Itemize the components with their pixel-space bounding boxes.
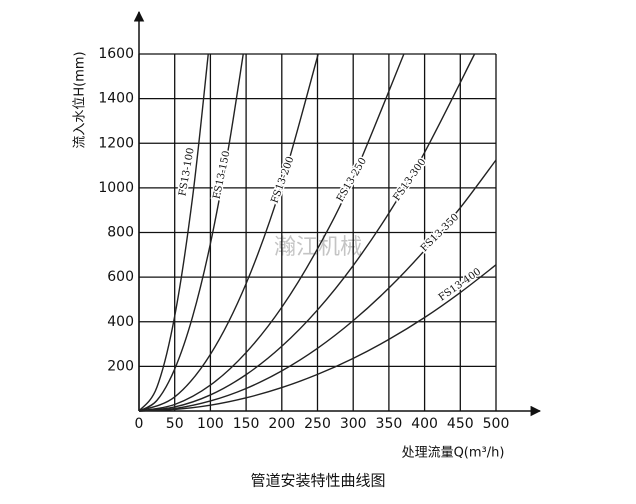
- x-tick-label: 500: [483, 416, 510, 432]
- curve-label: FS13-200: [269, 155, 296, 205]
- y-tick-label: 1400: [98, 91, 134, 107]
- x-tick-label: 50: [166, 416, 184, 432]
- y-axis-label: 流入水位H(mm): [73, 51, 88, 148]
- y-tick-label: 1200: [98, 135, 134, 151]
- curve: [138, 53, 319, 412]
- x-tick-label: 0: [135, 416, 144, 432]
- curve: [138, 53, 209, 412]
- y-tick-label: 600: [107, 269, 134, 285]
- x-tick-label: 450: [447, 416, 474, 432]
- x-tick-label: 100: [197, 416, 224, 432]
- curve: [138, 53, 244, 412]
- curve: [138, 264, 497, 412]
- x-tick-label: 200: [268, 416, 295, 432]
- y-tick-label: 1000: [98, 180, 134, 196]
- y-tick-label: 400: [107, 314, 134, 330]
- x-tick-label: 250: [304, 416, 331, 432]
- x-axis-label: 处理流量Q(m³/h): [402, 446, 505, 461]
- curve-label: FS13-250: [335, 156, 369, 204]
- y-tick-label: 800: [107, 225, 134, 241]
- curve: [138, 159, 497, 412]
- curve: [138, 53, 405, 412]
- x-tick-label: 350: [376, 416, 403, 432]
- x-tick-label: 150: [233, 416, 260, 432]
- curve-label: FS13-300: [391, 157, 428, 203]
- curve-label: FS13-150: [212, 150, 233, 200]
- y-tick-label: 200: [107, 358, 134, 374]
- x-tick-label: 300: [340, 416, 367, 432]
- chart-title: 管道安装特性曲线图: [250, 472, 385, 490]
- x-tick-label: 400: [411, 416, 438, 432]
- y-tick-label: 1600: [98, 46, 134, 62]
- curve: [138, 53, 476, 412]
